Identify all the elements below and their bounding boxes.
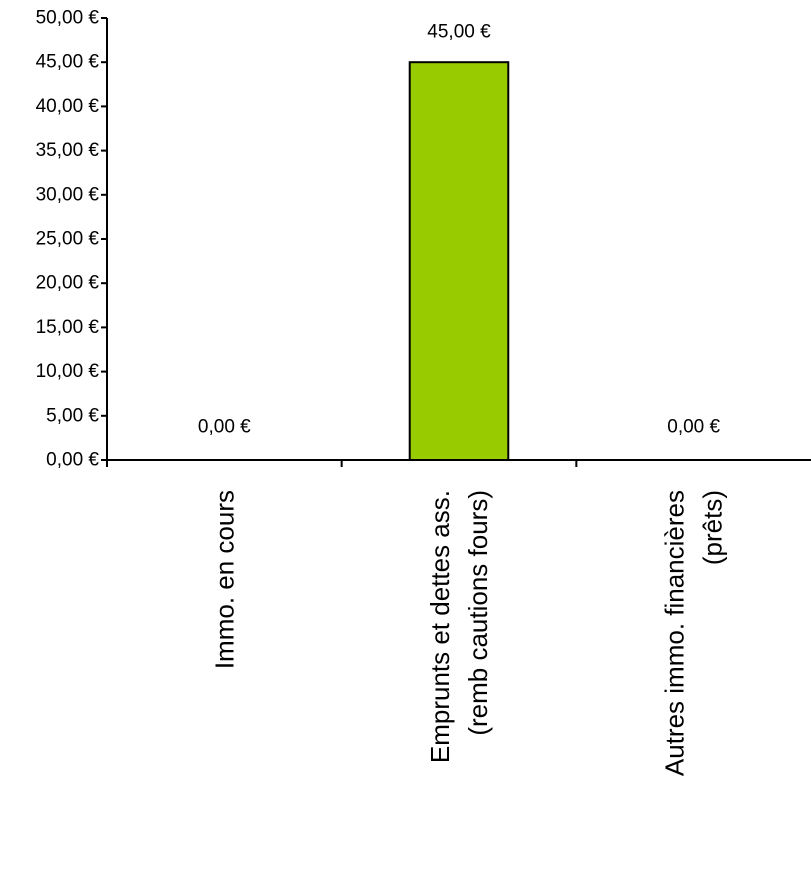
data-labels: 0,00 € 45,00 € 0,00 €	[198, 22, 721, 438]
y-tick-label: 5,00 €	[46, 405, 99, 426]
y-axis: 0,00 € 5,00 € 10,00 € 15,00 € 20,00 € 25,00 €…	[36, 8, 108, 471]
y-tick-label: 15,00 €	[36, 317, 100, 338]
bar	[408, 61, 510, 461]
y-tick-label: 10,00 €	[36, 361, 100, 382]
y-tick-label: 35,00 €	[36, 140, 100, 161]
x-category-label: (prêts)	[698, 490, 728, 565]
data-label: 0,00 €	[667, 417, 720, 438]
x-axis	[106, 459, 811, 467]
x-category-label: Immo. en cours	[209, 490, 239, 669]
y-tick-label: 50,00 €	[36, 8, 100, 29]
data-label: 45,00 €	[427, 22, 491, 43]
y-tick-label: 20,00 €	[36, 273, 100, 294]
y-tick-label: 0,00 €	[46, 450, 99, 471]
category-labels: Immo. en cours Emprunts et dettes ass. (re…	[209, 490, 727, 776]
y-tick-label: 40,00 €	[36, 96, 100, 117]
y-tick-label: 30,00 €	[36, 184, 100, 205]
x-category-label: Emprunts et dettes ass.	[425, 490, 455, 763]
data-label: 0,00 €	[198, 417, 251, 438]
bars	[408, 61, 510, 461]
x-category-label: Autres immo. financières	[660, 490, 690, 776]
y-tick-label: 25,00 €	[36, 229, 100, 250]
x-category-label: (remb cautions fours)	[463, 490, 493, 736]
y-tick-label: 45,00 €	[36, 52, 100, 73]
